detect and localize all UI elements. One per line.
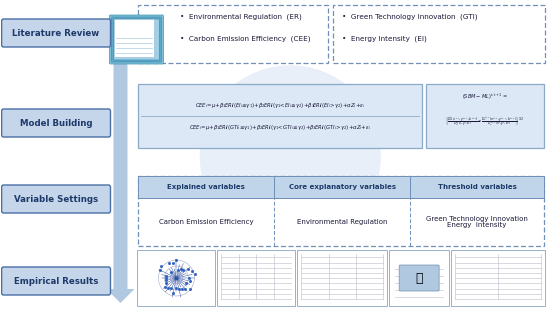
Text: •  Energy Intensity  (EI): • Energy Intensity (EI) (342, 36, 427, 42)
Circle shape (200, 66, 380, 246)
Text: Environmental Regulation: Environmental Regulation (297, 219, 388, 225)
FancyBboxPatch shape (298, 250, 387, 306)
FancyBboxPatch shape (217, 250, 295, 306)
Text: Green Technology Innovation
Energy  Intensity: Green Technology Innovation Energy Inten… (426, 216, 528, 229)
Text: Core explanatory variables: Core explanatory variables (289, 184, 396, 190)
FancyBboxPatch shape (2, 267, 111, 295)
FancyBboxPatch shape (2, 19, 111, 47)
FancyBboxPatch shape (426, 84, 544, 148)
FancyBboxPatch shape (139, 176, 544, 246)
FancyBboxPatch shape (2, 109, 111, 137)
Text: Variable Settings: Variable Settings (14, 194, 98, 203)
Text: 💻: 💻 (415, 272, 423, 285)
Circle shape (230, 96, 350, 216)
FancyBboxPatch shape (114, 19, 155, 57)
Text: $CEE_i\!=\!\mu\!+\!\beta_1\!ER_i\!I(GTI_i\!\leq\!\gamma_1)\!+\!\beta_2\!ER_i\!I(: $CEE_i\!=\!\mu\!+\!\beta_1\!ER_i\!I(GTI_… (189, 123, 371, 132)
FancyBboxPatch shape (274, 176, 410, 198)
FancyBboxPatch shape (333, 5, 545, 63)
FancyBboxPatch shape (389, 250, 449, 306)
Text: •  Carbon Emission Efficiency  (CEE): • Carbon Emission Efficiency (CEE) (180, 36, 311, 42)
FancyBboxPatch shape (139, 84, 422, 148)
FancyBboxPatch shape (399, 265, 439, 291)
Text: Model Building: Model Building (20, 118, 92, 128)
FancyBboxPatch shape (2, 185, 111, 213)
FancyBboxPatch shape (112, 17, 162, 62)
Text: Literature Review: Literature Review (13, 29, 100, 38)
Text: Explained variables: Explained variables (167, 184, 245, 190)
Text: Empirical Results: Empirical Results (14, 276, 98, 285)
FancyBboxPatch shape (451, 250, 545, 306)
Text: $(SBM-ML)^{t,t+1}=$: $(SBM-ML)^{t,t+1}=$ (462, 92, 508, 102)
FancyBboxPatch shape (410, 176, 544, 198)
FancyBboxPatch shape (139, 5, 328, 63)
Text: $\left[\frac{D_0^t(x^{t+1},y^{t+1},b^{t+1})}{D_0^t(x^t,y^t,b^t)}\!\times\!\frac{: $\left[\frac{D_0^t(x^{t+1},y^{t+1},b^{t+… (446, 115, 525, 129)
FancyBboxPatch shape (138, 250, 216, 306)
Text: •  Environmental Regulation  (ER): • Environmental Regulation (ER) (180, 14, 302, 20)
Polygon shape (107, 15, 134, 303)
Text: $CEE_i\!=\!\mu\!+\!\beta_1\!ER_i\!I(EI_i\!\leq\!\gamma_1)\!+\!\beta_2\!ER_i\!I(\: $CEE_i\!=\!\mu\!+\!\beta_1\!ER_i\!I(EI_i… (195, 101, 366, 110)
Text: Threshold variables: Threshold variables (438, 184, 516, 190)
FancyBboxPatch shape (113, 19, 160, 60)
FancyBboxPatch shape (139, 176, 274, 198)
Text: Carbon Emission Efficiency: Carbon Emission Efficiency (159, 219, 254, 225)
Text: •  Green Technology Innovation  (GTI): • Green Technology Innovation (GTI) (342, 14, 478, 20)
FancyBboxPatch shape (109, 15, 163, 64)
